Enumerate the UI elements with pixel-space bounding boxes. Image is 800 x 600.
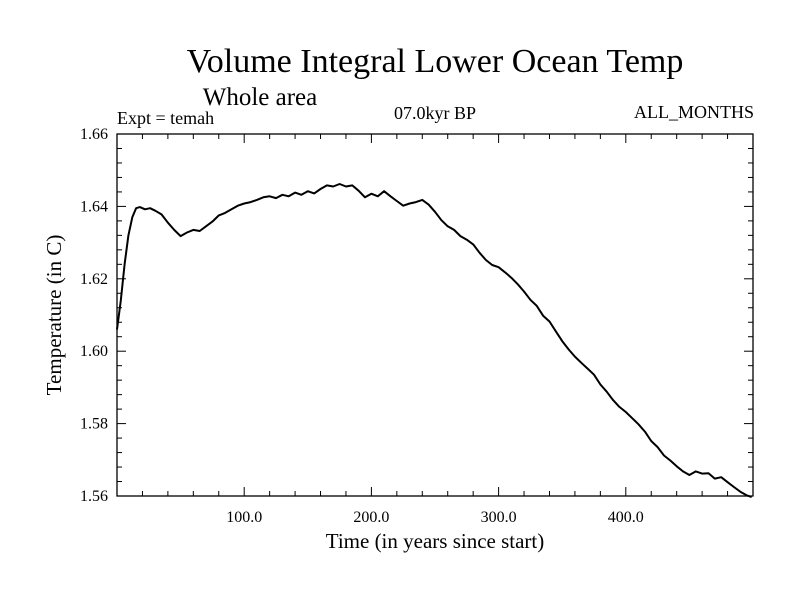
- x-tick-label: 300.0: [481, 509, 517, 526]
- chart-title: Volume Integral Lower Ocean Temp: [187, 43, 684, 80]
- experiment-label: Expt = temah: [117, 108, 214, 128]
- period-label: 07.0kyr BP: [394, 103, 476, 123]
- x-tick-labels: 100.0 200.0 300.0 400.0: [226, 509, 644, 526]
- y-tick-label: 1.62: [80, 271, 108, 288]
- x-tick-label: 400.0: [608, 509, 644, 526]
- y-tick-label: 1.66: [80, 126, 108, 143]
- y-tick-labels: 1.56 1.58 1.60 1.62 1.64 1.66: [80, 126, 108, 505]
- chart-subtitle: Whole area: [203, 84, 318, 111]
- axis-ticks: [117, 134, 753, 496]
- x-axis-label: Time (in years since start): [326, 529, 545, 553]
- y-tick-label: 1.64: [80, 198, 108, 215]
- series-line-temperature: [116, 183, 753, 499]
- y-tick-label: 1.58: [80, 416, 108, 433]
- y-tick-label: 1.60: [80, 343, 108, 360]
- y-tick-label: 1.56: [80, 488, 108, 505]
- y-axis-label: Temperature (in C): [42, 235, 66, 396]
- months-label: ALL_MONTHS: [634, 102, 754, 122]
- plot-frame: [116, 133, 754, 497]
- x-tick-label: 200.0: [353, 509, 389, 526]
- x-tick-label: 100.0: [226, 509, 262, 526]
